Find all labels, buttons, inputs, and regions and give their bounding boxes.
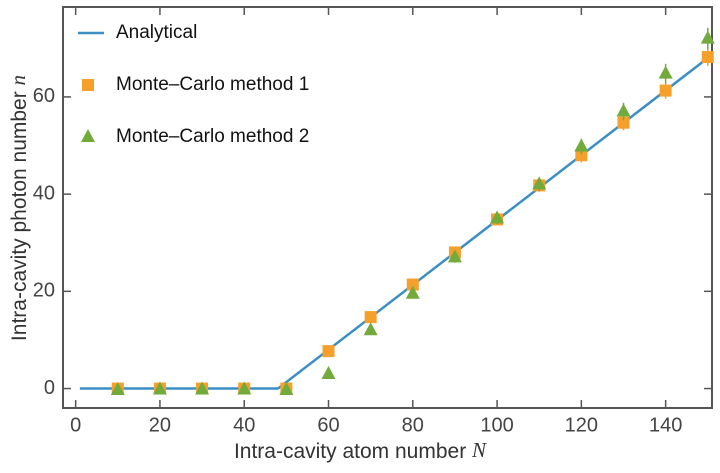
data-point	[195, 381, 210, 395]
data-point	[405, 285, 420, 299]
data-point	[237, 381, 252, 395]
y-tick-label: 60	[33, 85, 55, 107]
analytical-line	[79, 57, 709, 390]
x-tick-label: 20	[149, 414, 171, 436]
x-tick-label: 100	[480, 414, 513, 436]
data-point	[616, 103, 631, 117]
x-tick-label: 80	[402, 414, 424, 436]
data-point	[490, 210, 505, 224]
y-axis-label: Intra-cavity photon number n	[6, 75, 31, 341]
y-tick-label: 0	[44, 377, 55, 399]
data-point	[110, 382, 125, 396]
data-point	[321, 365, 336, 379]
x-tick-label: 140	[649, 414, 682, 436]
y-label-symbol: n	[6, 75, 30, 86]
x-axis-label: Intra-cavity atom number N	[234, 438, 487, 463]
data-point	[532, 176, 547, 190]
data-point	[575, 149, 588, 162]
legend-marker	[82, 79, 94, 91]
data-point	[659, 84, 672, 97]
data-point	[322, 345, 335, 358]
y-tick-label: 20	[33, 280, 55, 302]
x-tick-label: 0	[70, 414, 81, 436]
x-label-symbol: N	[471, 438, 487, 462]
data-point	[700, 30, 715, 44]
x-tick-label: 60	[317, 414, 339, 436]
legend-label: Monte–Carlo method 1	[116, 74, 309, 95]
data-point	[447, 249, 462, 263]
data-point	[363, 322, 378, 336]
legend-marker	[81, 129, 95, 142]
plot-frame	[62, 6, 713, 409]
x-label-text: Intra-cavity atom number	[234, 440, 466, 463]
data-point	[152, 381, 167, 395]
data-point	[617, 116, 630, 129]
data-point	[658, 65, 673, 79]
data-point	[279, 382, 294, 396]
x-tick-label: 120	[565, 414, 598, 436]
data-point	[406, 278, 419, 291]
legend-label: Analytical	[116, 22, 197, 43]
data-point	[701, 51, 714, 64]
x-tick-label: 40	[233, 414, 255, 436]
y-label-text: Intra-cavity photon number	[8, 91, 31, 341]
y-tick-label: 40	[33, 182, 55, 204]
legend-label: Monte–Carlo method 2	[116, 126, 309, 147]
data-point	[574, 138, 589, 152]
data-point	[364, 311, 377, 324]
